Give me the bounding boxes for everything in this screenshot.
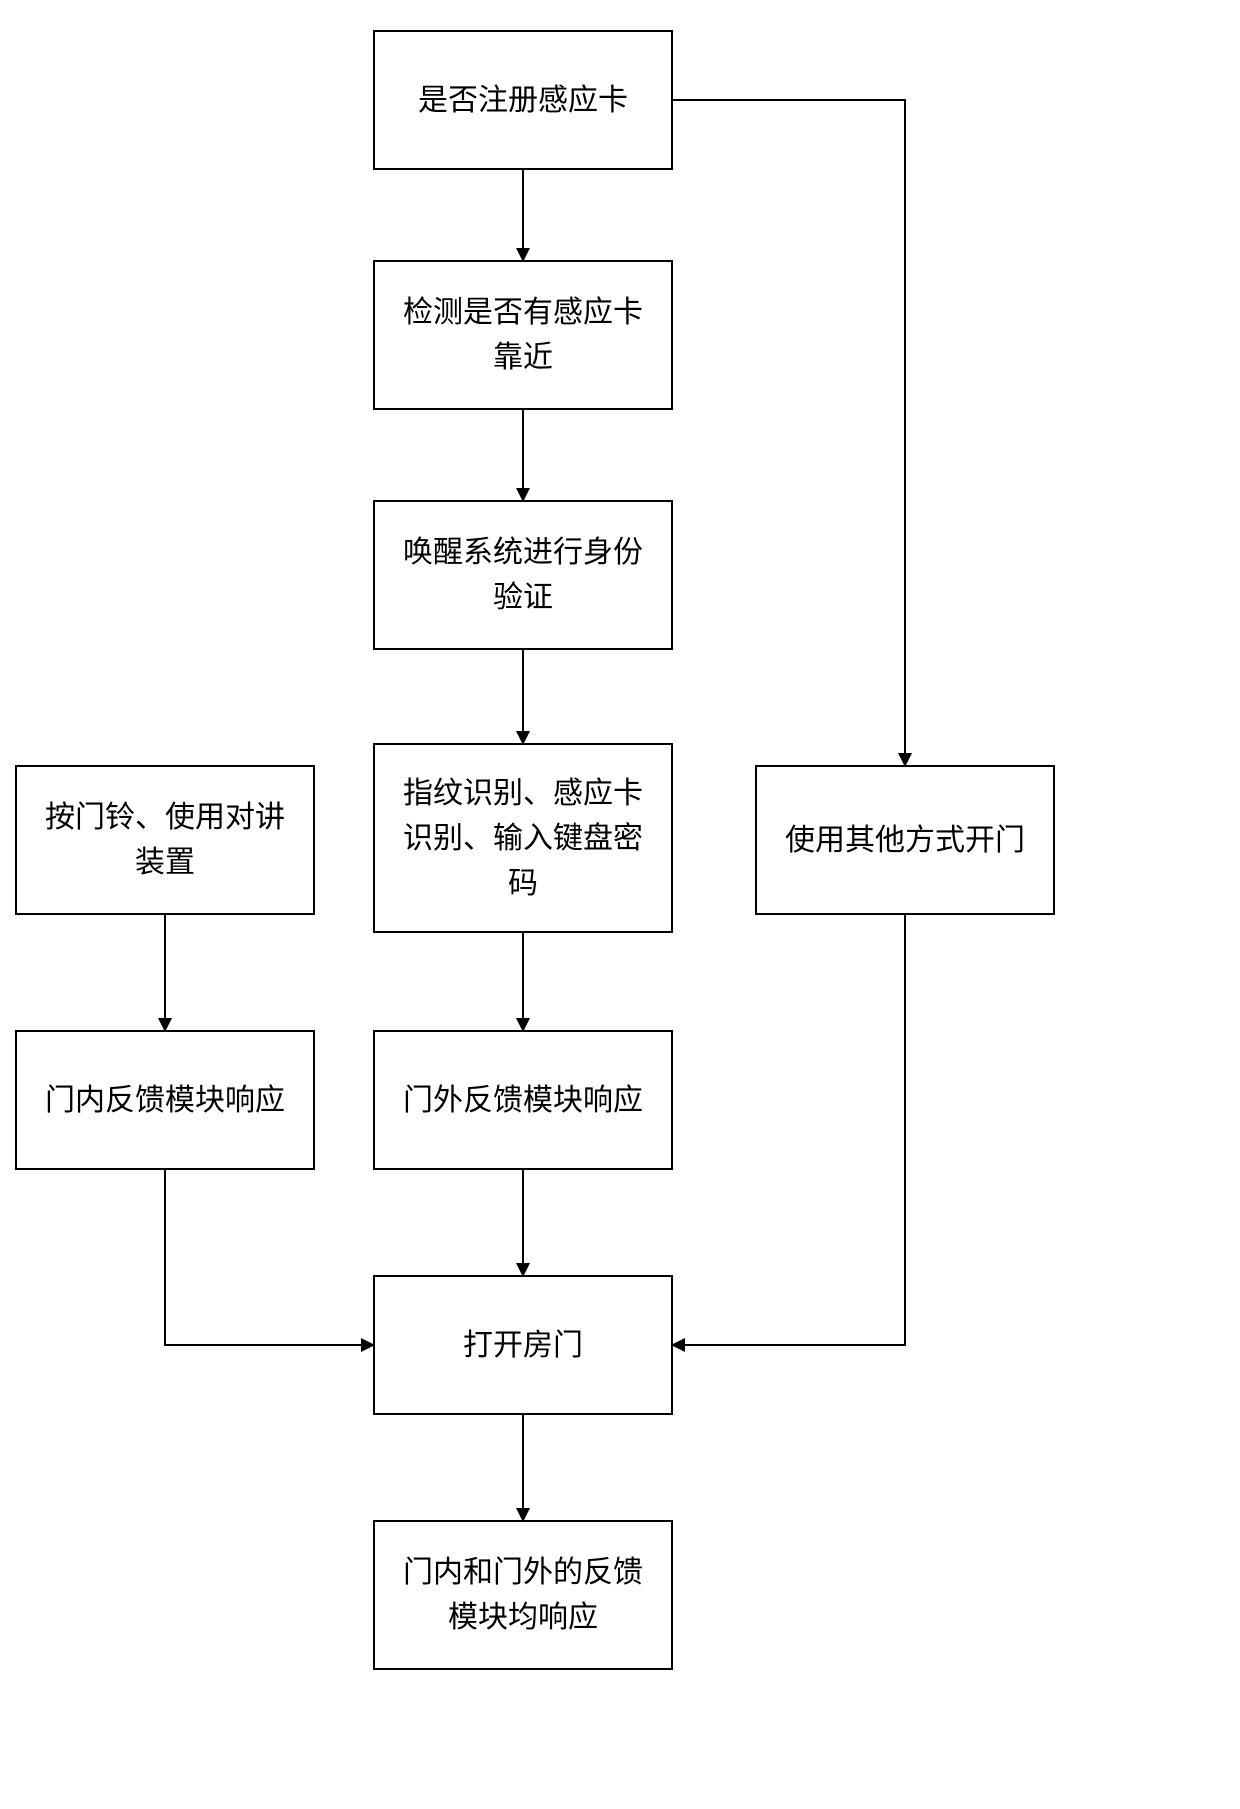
flowchart-node-n9: 门内反馈模块响应 — [15, 1030, 315, 1170]
node-label: 按门铃、使用对讲装置 — [33, 795, 297, 885]
node-label: 门内反馈模块响应 — [45, 1078, 285, 1123]
flowchart-node-n8: 按门铃、使用对讲装置 — [15, 765, 315, 915]
node-label: 使用其他方式开门 — [785, 818, 1025, 863]
node-label: 门外反馈模块响应 — [403, 1078, 643, 1123]
flowchart-node-n1: 是否注册感应卡 — [373, 30, 673, 170]
flowchart-node-n2: 检测是否有感应卡靠近 — [373, 260, 673, 410]
flowchart-node-n7: 门内和门外的反馈模块均响应 — [373, 1520, 673, 1670]
flowchart-node-n10: 使用其他方式开门 — [755, 765, 1055, 915]
flowchart-node-n5: 门外反馈模块响应 — [373, 1030, 673, 1170]
node-label: 打开房门 — [463, 1323, 583, 1368]
edge-n1-n10 — [673, 100, 905, 765]
node-label: 是否注册感应卡 — [418, 78, 628, 123]
flowchart-node-n4: 指纹识别、感应卡识别、输入键盘密码 — [373, 743, 673, 933]
node-label: 唤醒系统进行身份验证 — [391, 530, 655, 620]
flowchart-node-n3: 唤醒系统进行身份验证 — [373, 500, 673, 650]
flowchart-node-n6: 打开房门 — [373, 1275, 673, 1415]
edge-n10-n6 — [673, 915, 905, 1345]
node-label: 门内和门外的反馈模块均响应 — [391, 1550, 655, 1640]
node-label: 指纹识别、感应卡识别、输入键盘密码 — [391, 771, 655, 906]
flowchart-container: 是否注册感应卡检测是否有感应卡靠近唤醒系统进行身份验证指纹识别、感应卡识别、输入… — [0, 0, 1240, 1809]
node-label: 检测是否有感应卡靠近 — [391, 290, 655, 380]
edge-n9-n6 — [165, 1170, 373, 1345]
